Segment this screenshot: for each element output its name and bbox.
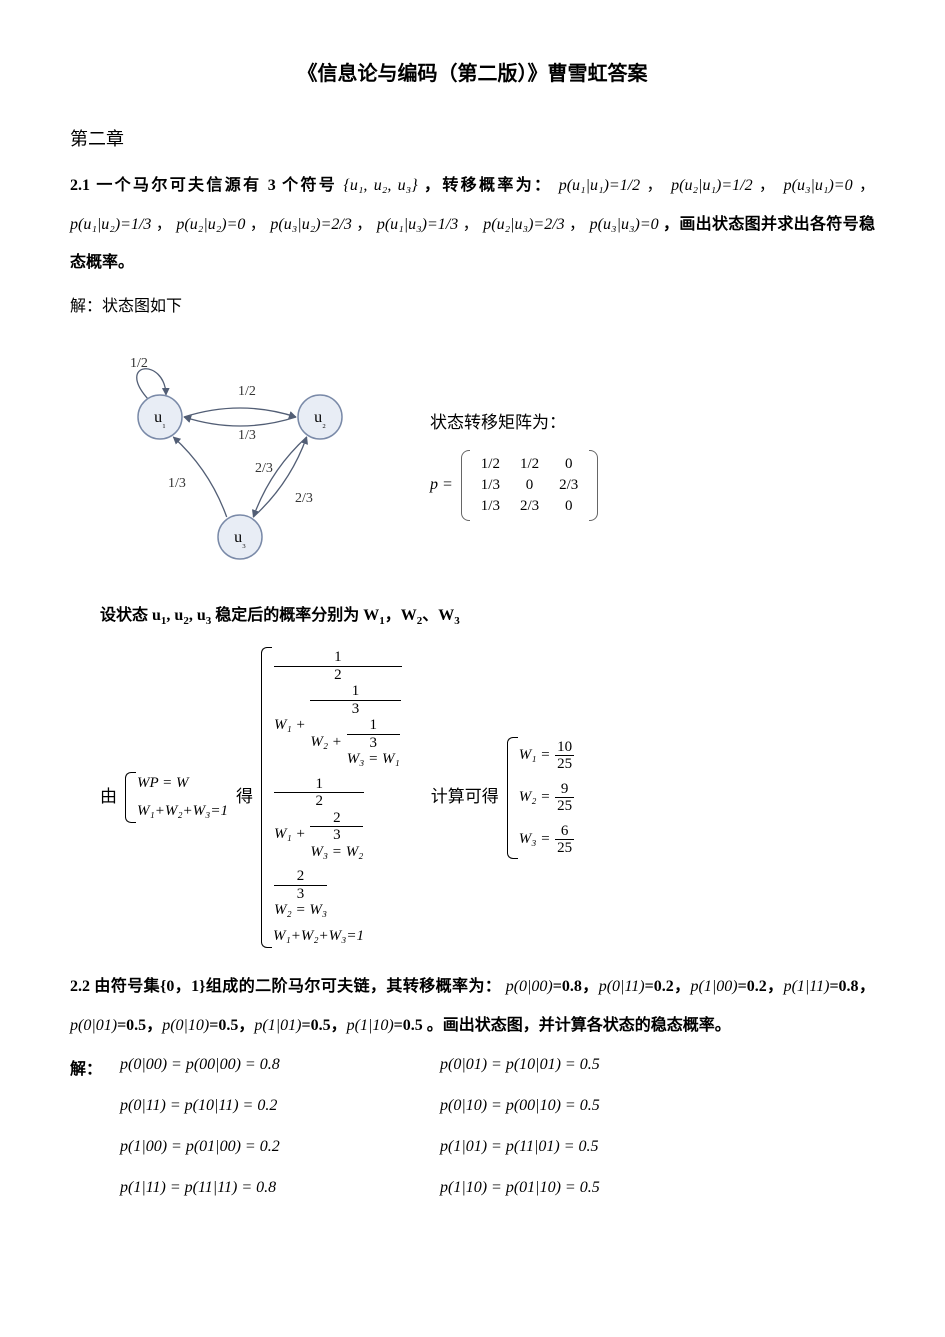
- transition-prob: p(u₃|u₃)=0: [590, 216, 659, 233]
- svg-text:1/2: 1/2: [238, 384, 256, 399]
- transition-prob: p(u₁|u₃)=1/3: [377, 216, 458, 233]
- symbol-set: {u₁, u₂, u₃}: [343, 177, 417, 194]
- stable-intro: 设状态 u1, u2, u3 稳定后的概率分别为 W1，W2、W3: [100, 597, 875, 635]
- transition-prob: p(0|11)=0.2: [599, 978, 674, 995]
- chapter-heading: 第二章: [70, 118, 875, 161]
- transition-prob: p(1|01)=0.5: [254, 1017, 330, 1034]
- transition-prob: p(u₂|u₁)=1/2: [671, 177, 752, 194]
- problem-mid: ，转移概率为：: [424, 177, 552, 194]
- solution-label: 解：: [70, 1061, 102, 1078]
- matrix-lhs: p =: [430, 476, 453, 493]
- svg-text:2/3: 2/3: [255, 461, 273, 476]
- problem-2-2: 2.2 由符号集{0，1}组成的二阶马尔可夫链，其转移概率为： p(0|00)=…: [70, 968, 875, 1045]
- equation-row: 由 WP = WW₁+W₂+W₃=1 得 12W₁ + 13W₂ + 13W₃ …: [100, 645, 875, 950]
- transition-prob: p(1|00)=0.2: [691, 978, 767, 995]
- svg-text:1/3: 1/3: [168, 476, 186, 491]
- transition-prob: p(0|01)=0.5: [70, 1017, 146, 1034]
- transition-prob: p(0|00)=0.8: [506, 978, 582, 995]
- transition-matrix: 1/21/201/302/31/32/30: [461, 450, 599, 521]
- transition-prob: p(1|10)=0.5: [347, 1017, 423, 1034]
- transition-prob: p(u₂|u₂)=0: [176, 216, 245, 233]
- transition-prob: p(u₁|u₂)=1/3: [70, 216, 151, 233]
- page-title: 《信息论与编码（第二版）》曹雪虹答案: [70, 50, 875, 98]
- transition-prob: p(0|10)=0.5: [162, 1017, 238, 1034]
- problem-2-1: 2.1 一个马尔可夫信源有 3 个符号 {u₁, u₂, u₃} ，转移概率为：…: [70, 167, 875, 282]
- transition-prob: p(u₃|u₁)=0: [784, 177, 853, 194]
- transition-prob: p(1|11)=0.8: [784, 978, 859, 995]
- problem-number: 2.1: [70, 177, 90, 194]
- state-diagram: 1/21/21/31/32/32/3u₁u₂u₃: [90, 347, 390, 577]
- svg-text:1/3: 1/3: [238, 428, 256, 443]
- problem-lead: 由符号集{0，1}组成的二阶马尔可夫链，其转移概率为：: [94, 978, 501, 995]
- problem-lead: 一个马尔可夫信源有 3 个符号: [96, 177, 337, 194]
- svg-text:2/3: 2/3: [295, 491, 313, 506]
- solution-label: 解：状态图如下: [70, 288, 875, 326]
- transition-prob: p(u₂|u₃)=2/3: [483, 216, 564, 233]
- transition-prob: p(u₃|u₂)=2/3: [270, 216, 351, 233]
- matrix-label: 状态转移矩阵为：: [430, 403, 602, 444]
- problem-tail: 。画出状态图，并计算各状态的稳态概率。: [427, 1017, 731, 1034]
- svg-text:1/2: 1/2: [130, 356, 148, 371]
- problem-number: 2.2: [70, 978, 90, 995]
- transition-prob: p(u₁|u₁)=1/2: [559, 177, 640, 194]
- solution-equations: p(0|00) = p(00|00) = 0.8p(0|01) = p(10|0…: [120, 1055, 875, 1198]
